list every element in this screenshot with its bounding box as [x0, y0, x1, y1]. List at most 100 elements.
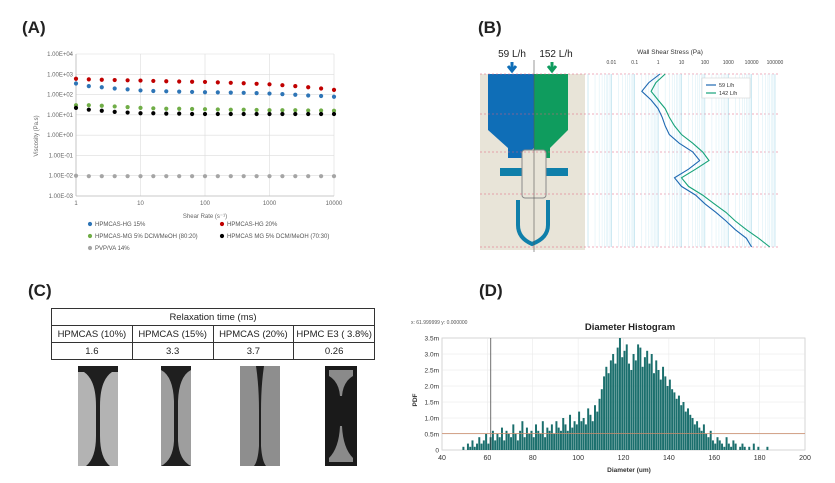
column-header: HPMCAS (10%) [51, 325, 133, 343]
histogram-bar [566, 430, 569, 450]
flow-arrow-left [506, 62, 518, 74]
data-point [215, 80, 220, 85]
data-point [112, 174, 117, 179]
histogram-bar [671, 389, 674, 450]
histogram-bar [643, 357, 646, 450]
y-tick-label: 1.0m [425, 416, 439, 423]
data-point [164, 79, 169, 84]
legend-label: HPMCAS-HG 20% [227, 222, 278, 228]
data-point [177, 89, 182, 94]
data-point [138, 78, 143, 83]
y-tick-label: 1.00E+03 [47, 72, 74, 78]
histogram-bar [603, 376, 606, 450]
x-tick-label: 10000 [745, 60, 759, 66]
histogram-bar [650, 354, 653, 450]
y-tick-label: 1.00E-01 [49, 153, 74, 159]
histogram-bar [485, 434, 488, 450]
data-point [319, 108, 324, 113]
data-point [190, 106, 195, 112]
data-point [151, 78, 156, 84]
histogram-bar [500, 427, 503, 450]
data-point [331, 111, 337, 117]
histogram-bar [634, 360, 637, 450]
data-point [86, 107, 91, 112]
data-point [164, 89, 169, 94]
y-tick-label: 0.5m [425, 432, 439, 439]
histogram-bar [539, 434, 542, 450]
histogram-bar [519, 430, 522, 450]
column-header: HPMC E3 ( 3.8%) [293, 325, 375, 343]
legend-label: 59 L/h [719, 83, 734, 89]
table-cell: 3.7 [212, 342, 295, 360]
histogram-bar [523, 437, 526, 450]
filament-image-hpmcas-20 [240, 366, 280, 466]
histogram-bar [494, 440, 497, 450]
panel-label-d: (D) [479, 281, 503, 300]
histogram-bar [532, 437, 535, 450]
histogram-bar [739, 446, 742, 450]
diameter-histogram: x: 61.999999 y: 0.000000 Diameter Histog… [411, 320, 811, 474]
histogram-bar [466, 443, 469, 450]
histogram-bar [696, 421, 699, 450]
data-point [177, 106, 182, 111]
data-point [215, 107, 220, 112]
histogram-bar [757, 446, 760, 450]
histogram-bar [666, 386, 669, 450]
x-tick-label: 120 [618, 455, 630, 462]
x-tick-label: 100000 [767, 60, 784, 66]
histogram-bar [639, 347, 642, 450]
histogram-title: Diameter Histogram [585, 322, 675, 333]
y-tick-label: 2.5m [425, 368, 439, 375]
data-point [73, 81, 79, 86]
histogram-bar [609, 360, 612, 450]
data-point [86, 77, 91, 82]
x-tick-label: 1000 [263, 201, 277, 207]
data-point [293, 84, 298, 89]
histogram-bar [544, 437, 547, 450]
histogram-bar [462, 446, 465, 450]
histogram-bar [693, 424, 696, 450]
data-point [164, 111, 169, 116]
filament-image-hpmcas-15 [161, 366, 191, 466]
data-point [293, 174, 298, 179]
legend-label: HPMCAS MG 5% DCM/MeOH (70:30) [227, 234, 329, 240]
nozzle-right-half [534, 74, 568, 158]
data-point [177, 174, 182, 179]
histogram-bar [507, 434, 510, 450]
x-tick-label: 160 [708, 455, 720, 462]
histogram-bar [512, 424, 515, 450]
histogram-bar [591, 421, 594, 450]
y-tick-label: 1.00E+01 [47, 113, 74, 119]
x-tick-label: 80 [529, 455, 537, 462]
histogram-bar [476, 443, 478, 450]
data-point [151, 106, 156, 111]
histogram-bar [673, 392, 676, 450]
histogram-bar [589, 414, 592, 450]
histogram-bar [555, 421, 558, 450]
histogram-bar [752, 443, 755, 450]
data-point [228, 111, 233, 117]
y-tick-label: 1.00E-03 [49, 194, 74, 200]
histogram-bar [596, 411, 599, 450]
histogram-bar [655, 360, 658, 450]
y-tick-label: 3.5m [425, 336, 439, 343]
data-point [254, 174, 259, 179]
histogram-bar [709, 430, 712, 450]
data-point [112, 86, 117, 91]
histogram-bar [702, 424, 705, 450]
data-point [228, 80, 233, 85]
data-point [280, 174, 285, 179]
data-point [86, 103, 91, 108]
histogram-bar [630, 370, 633, 450]
histogram-bar [732, 440, 735, 450]
histogram-bar [505, 430, 508, 450]
y-axis-label: Viscosity (Pa.s) [34, 115, 40, 156]
data-point [228, 174, 233, 179]
x-tick-label: 40 [438, 455, 446, 462]
flow-label-right: 152 L/h [539, 49, 572, 60]
data-point [241, 81, 246, 86]
panel-label-a: (A) [22, 18, 46, 37]
column-header: HPMCAS (15%) [131, 325, 214, 343]
data-point [125, 78, 130, 83]
data-point [254, 111, 259, 117]
